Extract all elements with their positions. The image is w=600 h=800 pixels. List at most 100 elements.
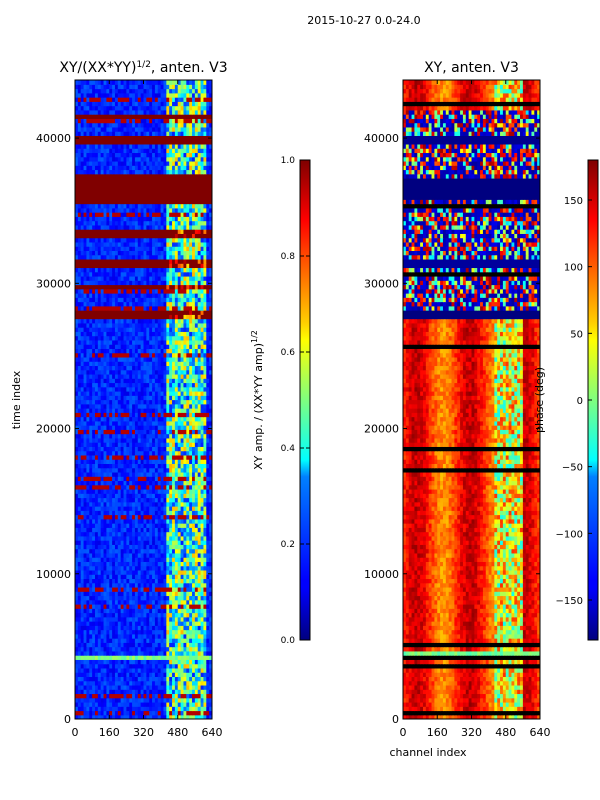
heatmap-cell bbox=[86, 339, 90, 345]
heatmap-cell bbox=[137, 680, 142, 686]
heatmap-cell bbox=[169, 684, 173, 690]
heatmap-cell bbox=[169, 659, 173, 665]
heatmap-cell bbox=[194, 557, 199, 562]
heatmap-cell bbox=[77, 586, 82, 592]
heatmap-cell bbox=[177, 706, 182, 712]
heatmap-cell bbox=[100, 386, 105, 392]
heatmap-cell bbox=[100, 352, 105, 358]
heatmap-cell bbox=[152, 373, 156, 379]
heatmap-cell bbox=[160, 386, 165, 392]
heatmap-cell bbox=[97, 586, 102, 592]
heatmap-cell bbox=[126, 586, 130, 592]
heatmap-cell bbox=[180, 425, 185, 430]
heatmap-cell bbox=[152, 322, 156, 328]
heatmap-cell bbox=[177, 569, 182, 575]
heatmap-cell bbox=[109, 288, 113, 294]
heatmap-cell bbox=[203, 471, 207, 477]
heatmap-cell bbox=[206, 339, 210, 345]
heatmap-cell bbox=[163, 629, 167, 635]
heatmap-cell bbox=[192, 442, 196, 447]
heatmap-cell bbox=[86, 578, 90, 584]
heatmap-cell bbox=[97, 361, 102, 367]
heatmap-cell bbox=[149, 297, 153, 303]
heatmap-cell bbox=[80, 352, 85, 358]
heatmap-cell bbox=[112, 318, 116, 324]
heatmap-cell bbox=[180, 582, 185, 588]
heatmap-cell bbox=[106, 390, 110, 396]
heatmap-cell bbox=[97, 574, 102, 580]
heatmap-cell bbox=[120, 356, 125, 362]
heatmap-cell bbox=[209, 527, 212, 533]
heatmap-cell bbox=[172, 552, 176, 558]
heatmap-cell bbox=[83, 459, 88, 464]
heatmap-cell bbox=[152, 284, 156, 290]
heatmap-cell bbox=[117, 369, 122, 375]
heatmap-cell bbox=[112, 561, 116, 567]
heatmap-cell bbox=[75, 710, 79, 716]
heatmap-cell bbox=[166, 378, 170, 384]
heatmap-cell bbox=[120, 331, 125, 337]
heatmap-cell bbox=[109, 369, 113, 375]
heatmap-cell bbox=[183, 408, 187, 413]
heatmap-cell bbox=[140, 710, 145, 716]
heatmap-cell bbox=[166, 608, 170, 614]
heatmap-cell bbox=[77, 390, 82, 396]
heatmap-cell bbox=[106, 446, 110, 452]
heatmap-cell bbox=[75, 672, 79, 677]
heatmap-cell bbox=[75, 420, 79, 426]
heatmap-cell bbox=[194, 318, 199, 324]
heatmap-cell bbox=[177, 514, 182, 520]
heatmap-cell bbox=[97, 706, 102, 712]
heatmap-cell bbox=[163, 408, 167, 413]
heatmap-cell bbox=[180, 569, 185, 575]
heatmap-cell bbox=[77, 701, 82, 707]
heatmap-cell bbox=[180, 369, 185, 375]
heatmap-cell bbox=[92, 535, 96, 541]
heatmap-cell bbox=[154, 621, 159, 626]
heatmap-cell bbox=[154, 454, 159, 460]
heatmap-cell bbox=[163, 642, 167, 648]
heatmap-cell bbox=[129, 429, 133, 435]
heatmap-cell bbox=[106, 463, 110, 469]
heatmap-cell bbox=[149, 454, 153, 460]
heatmap-cell bbox=[192, 327, 196, 332]
heatmap-cell bbox=[75, 655, 79, 660]
heatmap-cell bbox=[132, 706, 136, 712]
heatmap-cell bbox=[149, 535, 153, 541]
heatmap-cell bbox=[157, 301, 162, 307]
heatmap-cell bbox=[160, 561, 165, 567]
heatmap-cell bbox=[197, 633, 202, 639]
heatmap-cell bbox=[112, 327, 116, 332]
heatmap-cell bbox=[97, 655, 102, 660]
heatmap-cell bbox=[100, 629, 105, 635]
heatmap-cell bbox=[194, 361, 199, 367]
heatmap-cell bbox=[86, 663, 90, 669]
heatmap-cell bbox=[197, 493, 202, 499]
heatmap-cell bbox=[109, 510, 113, 516]
heatmap-cell bbox=[160, 293, 165, 298]
heatmap-cell bbox=[89, 693, 93, 699]
heatmap-cell bbox=[189, 510, 193, 516]
heatmap-cell bbox=[206, 646, 210, 652]
heatmap-cell bbox=[92, 540, 96, 545]
heatmap-cell bbox=[183, 488, 187, 494]
heatmap-cell bbox=[126, 284, 130, 290]
heatmap-cell bbox=[123, 297, 127, 303]
heatmap-cell bbox=[192, 599, 196, 605]
heatmap-cell bbox=[97, 463, 102, 469]
heatmap-cell bbox=[146, 412, 150, 418]
heatmap-cell bbox=[92, 412, 96, 418]
heatmap-cell bbox=[183, 484, 187, 490]
heatmap-cell bbox=[180, 523, 185, 528]
heatmap-cell bbox=[186, 663, 190, 669]
heatmap-cell bbox=[149, 540, 153, 545]
heatmap-cell bbox=[109, 523, 113, 528]
heatmap-cell bbox=[160, 454, 165, 460]
heatmap-cell bbox=[140, 535, 145, 541]
heatmap-cell bbox=[194, 697, 199, 703]
heatmap-cell bbox=[83, 476, 88, 482]
heatmap-cell bbox=[200, 412, 205, 418]
heatmap-cell bbox=[126, 488, 130, 494]
heatmap-cell bbox=[203, 612, 207, 618]
heatmap-cell bbox=[169, 706, 173, 712]
